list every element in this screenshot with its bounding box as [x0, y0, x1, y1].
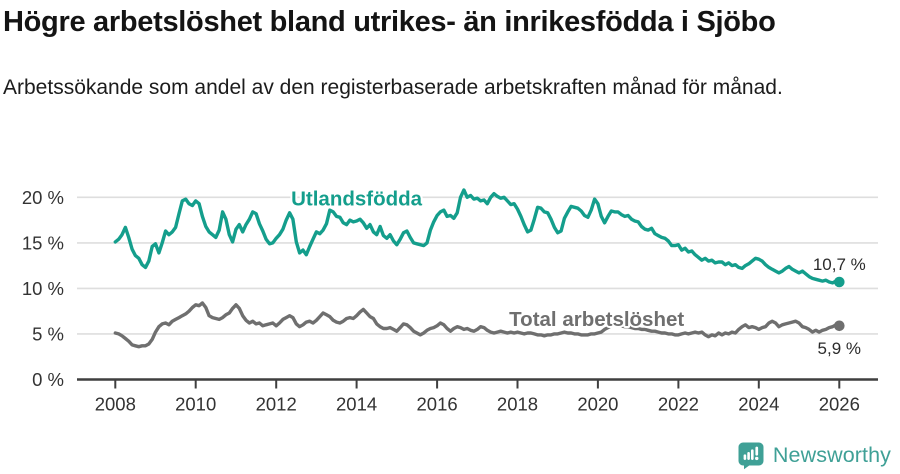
x-tick-label-2010: 2010 [175, 394, 216, 415]
line-chart: 2008 2010 2012 2014 2016 2018 2020 2022 2024 2026… [22, 186, 878, 415]
bar-3 [750, 449, 754, 460]
series-inline-label: Utlandsfödda [291, 188, 423, 211]
bar-2 [747, 452, 750, 460]
x-tick-label-2018: 2018 [497, 394, 538, 415]
series-end-dot [834, 276, 845, 288]
bar-1 [743, 454, 747, 460]
x-tick-label-2022: 2022 [658, 394, 699, 415]
x-tick-label-2026: 2026 [819, 394, 860, 415]
x-tick-label-2020: 2020 [577, 394, 618, 415]
y-tick-label-20: 20 % [22, 187, 64, 208]
x-tick-label-2014: 2014 [336, 394, 377, 415]
x-tick-label-2012: 2012 [256, 394, 297, 415]
series-end-value-label: 10,7 % [813, 255, 866, 274]
x-tick-label-2008: 2008 [95, 394, 136, 415]
y-tick-label-0: 0 % [32, 369, 64, 390]
series-end-value-label: 5,9 % [818, 339, 861, 358]
y-tick-label-5: 5 % [32, 323, 64, 344]
series-line-total-arbetsl-shet [113, 301, 841, 349]
exclamation-bar [755, 446, 759, 456]
series-inline-label: Total arbetslöshet [509, 308, 684, 331]
brand-name: Newsworthy [772, 443, 891, 467]
x-tick-label-2024: 2024 [738, 394, 779, 415]
newsworthy-logo-icon [738, 442, 764, 470]
page-title: Högre arbetslöshet bland utrikes- än inr… [3, 6, 776, 38]
series-line-utlandsf-dda [113, 188, 841, 285]
y-tick-label-15: 15 % [22, 232, 64, 253]
chart-subtitle: Arbetssökande som andel av den registerb… [3, 76, 783, 99]
y-tick-label-10: 10 % [22, 278, 64, 299]
brand-footer: Newsworthy [737, 441, 891, 470]
exclamation-dot [754, 456, 759, 461]
series-end-dot [834, 320, 845, 332]
x-tick-label-2016: 2016 [417, 394, 458, 415]
